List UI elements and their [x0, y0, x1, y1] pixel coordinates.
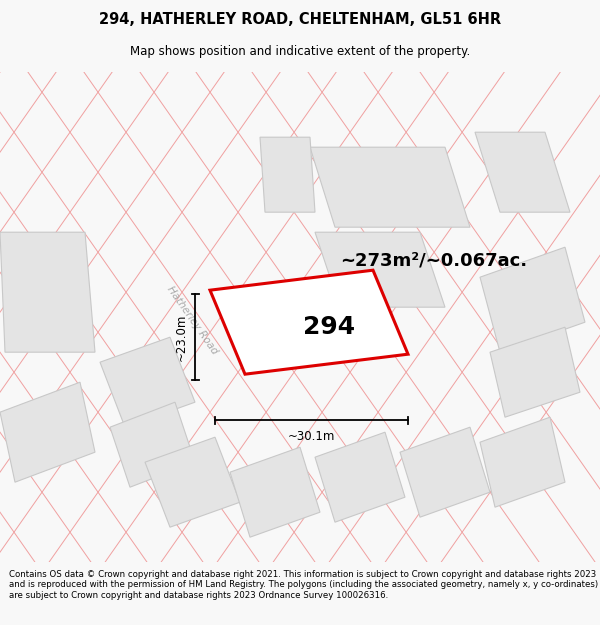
Polygon shape — [100, 338, 195, 428]
Text: Map shows position and indicative extent of the property.: Map shows position and indicative extent… — [130, 45, 470, 58]
Text: Hatherley Road: Hatherley Road — [165, 284, 219, 356]
Text: Contains OS data © Crown copyright and database right 2021. This information is : Contains OS data © Crown copyright and d… — [9, 570, 598, 599]
Polygon shape — [480, 418, 565, 508]
Polygon shape — [0, 232, 95, 352]
Polygon shape — [110, 402, 195, 488]
Text: 294: 294 — [303, 315, 355, 339]
Polygon shape — [260, 137, 315, 212]
Polygon shape — [0, 382, 95, 482]
Polygon shape — [315, 432, 405, 522]
Text: ~30.1m: ~30.1m — [288, 430, 335, 442]
Polygon shape — [145, 438, 240, 528]
Polygon shape — [315, 232, 445, 307]
Text: ~273m²/~0.067ac.: ~273m²/~0.067ac. — [340, 251, 527, 269]
Text: ~23.0m: ~23.0m — [175, 314, 187, 361]
Polygon shape — [310, 147, 470, 227]
Polygon shape — [475, 132, 570, 212]
Polygon shape — [400, 428, 490, 518]
Text: 294, HATHERLEY ROAD, CHELTENHAM, GL51 6HR: 294, HATHERLEY ROAD, CHELTENHAM, GL51 6H… — [99, 12, 501, 27]
Polygon shape — [230, 448, 320, 537]
Polygon shape — [480, 247, 585, 352]
Polygon shape — [490, 328, 580, 418]
Polygon shape — [210, 270, 408, 374]
